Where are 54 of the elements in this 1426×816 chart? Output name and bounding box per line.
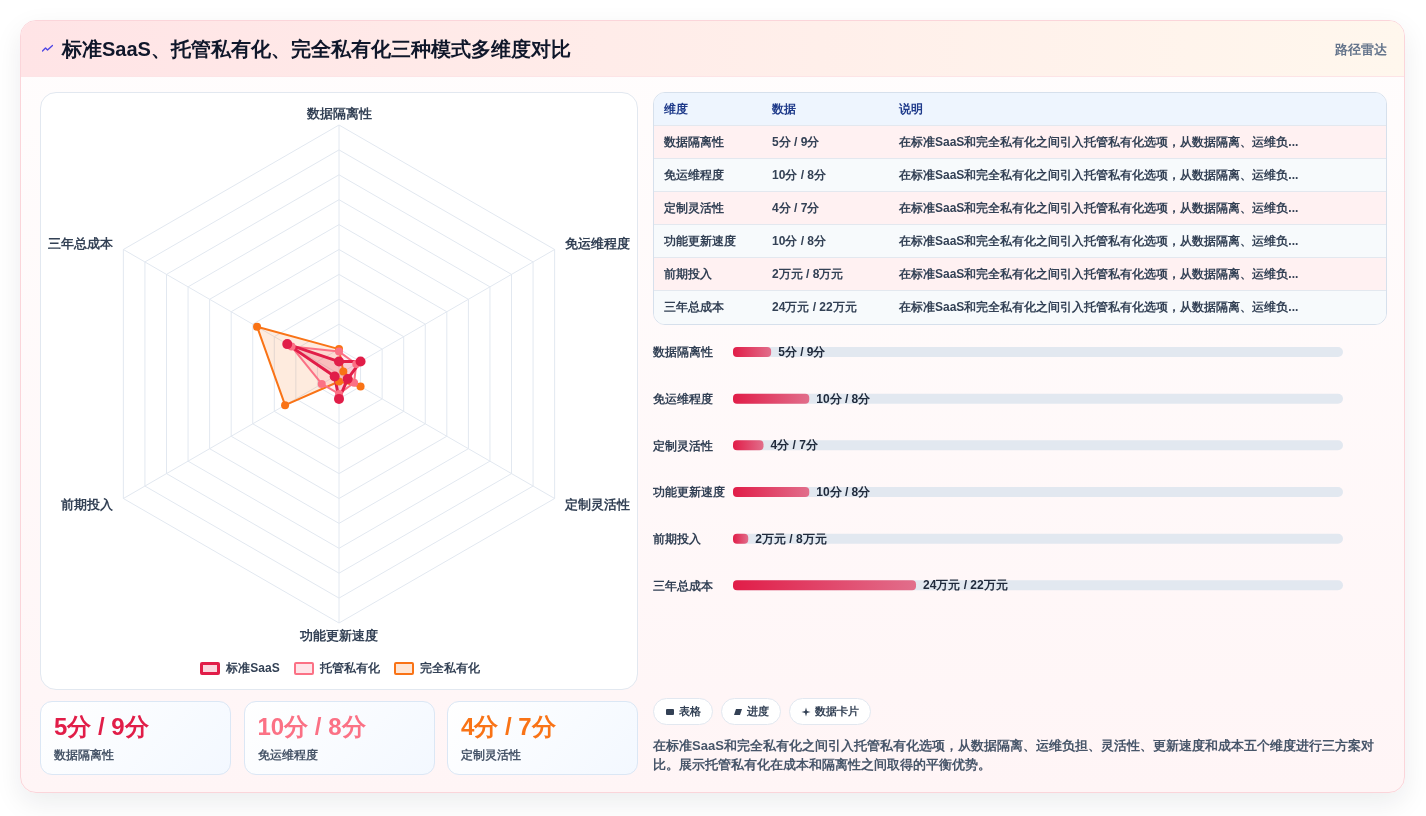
data-label: 2万元 / 8万元 bbox=[755, 531, 827, 546]
text: 免运维程度 bbox=[257, 747, 318, 763]
legend-label: 完全私有化 bbox=[418, 660, 480, 677]
text: 4分 / 7分 bbox=[772, 200, 820, 217]
text: 在标准SaaS和完全私有化之间引入托管私有化选项，从数据隔离、运维负... bbox=[899, 299, 1299, 316]
text: 在标准SaaS和完全私有化之间引入托管私有化选项，从数据隔离、运维负... bbox=[899, 167, 1299, 184]
y-tick-label: 数据隔离性 bbox=[652, 345, 713, 360]
y-tick-label: 三年总成本 bbox=[653, 578, 714, 593]
y-tick-label: 定制灵活性 bbox=[652, 438, 713, 453]
spoke-label: 数据隔离性 bbox=[305, 105, 372, 121]
text: 10分 / 8分 bbox=[772, 167, 827, 184]
chart-title: 标准SaaS、托管私有化、完全私有化三种模式多维度对比 bbox=[62, 37, 571, 62]
bar bbox=[733, 487, 810, 497]
text: 数据 bbox=[772, 101, 796, 118]
spoke-label: 定制灵活性 bbox=[564, 497, 631, 512]
text: 5分 / 9分 bbox=[54, 712, 149, 742]
text: 10分 / 8分 bbox=[257, 712, 366, 742]
data-label: 5分 / 9分 bbox=[778, 345, 827, 359]
spoke-label: 免运维程度 bbox=[564, 236, 631, 251]
text: 10分 / 8分 bbox=[772, 233, 827, 250]
text: 在标准SaaS和完全私有化之间引入托管私有化选项，从数据隔离、运维负... bbox=[899, 200, 1299, 217]
text: 说明 bbox=[899, 101, 923, 118]
bar bbox=[733, 347, 772, 357]
text: 在标准SaaS和完全私有化之间引入托管私有化选项，从数据隔离、运维负... bbox=[899, 266, 1299, 283]
data-label: 24万元 / 22万元 bbox=[923, 578, 1008, 593]
text: 24万元 / 22万元 bbox=[772, 299, 857, 316]
text: 表格 bbox=[679, 704, 701, 719]
data-label: 10分 / 8分 bbox=[816, 391, 872, 406]
spoke-label: 功能更新速度 bbox=[299, 627, 378, 643]
data-label: 4分 / 7分 bbox=[770, 438, 819, 453]
text: 在标准SaaS和完全私有化之间引入托管私有化选项，从数据隔离、运维负... bbox=[899, 134, 1299, 151]
y-tick-label: 功能更新速度 bbox=[652, 485, 725, 500]
legend-label: 托管私有化 bbox=[318, 660, 380, 677]
text: 功能更新速度 bbox=[664, 233, 736, 250]
data-label: 10分 / 8分 bbox=[816, 485, 872, 499]
legend-label: 标准SaaS bbox=[225, 660, 280, 677]
y-tick-label: 前期投入 bbox=[652, 532, 702, 546]
spoke-label: 前期投入 bbox=[59, 497, 114, 512]
text: 在标准SaaS和完全私有化之间引入托管私有化选项，从数据隔离、运维负担、灵活性、更新速度和成本五个维度进行三方案对比。展示托管私有化在成本和隔离性之间取得的平衡优势。 bbox=[653, 737, 1375, 774]
text: 数据卡片 bbox=[815, 704, 859, 719]
text: 5分 / 9分 bbox=[772, 134, 820, 151]
text: 数据隔离性 bbox=[54, 747, 114, 763]
text: 4分 / 7分 bbox=[461, 712, 556, 742]
bar bbox=[733, 580, 916, 591]
text: 维度 bbox=[664, 101, 688, 118]
spoke-label: 三年总成本 bbox=[47, 236, 114, 251]
y-tick-label: 免运维程度 bbox=[652, 392, 713, 406]
bar bbox=[733, 440, 764, 451]
bar bbox=[733, 393, 810, 404]
text: 2万元 / 8万元 bbox=[772, 266, 844, 283]
text: 路径雷达 bbox=[1335, 42, 1387, 59]
text: 进度 bbox=[747, 704, 769, 719]
text: 定制灵活性 bbox=[461, 747, 521, 763]
text: 在标准SaaS和完全私有化之间引入托管私有化选项，从数据隔离、运维负... bbox=[899, 233, 1299, 250]
